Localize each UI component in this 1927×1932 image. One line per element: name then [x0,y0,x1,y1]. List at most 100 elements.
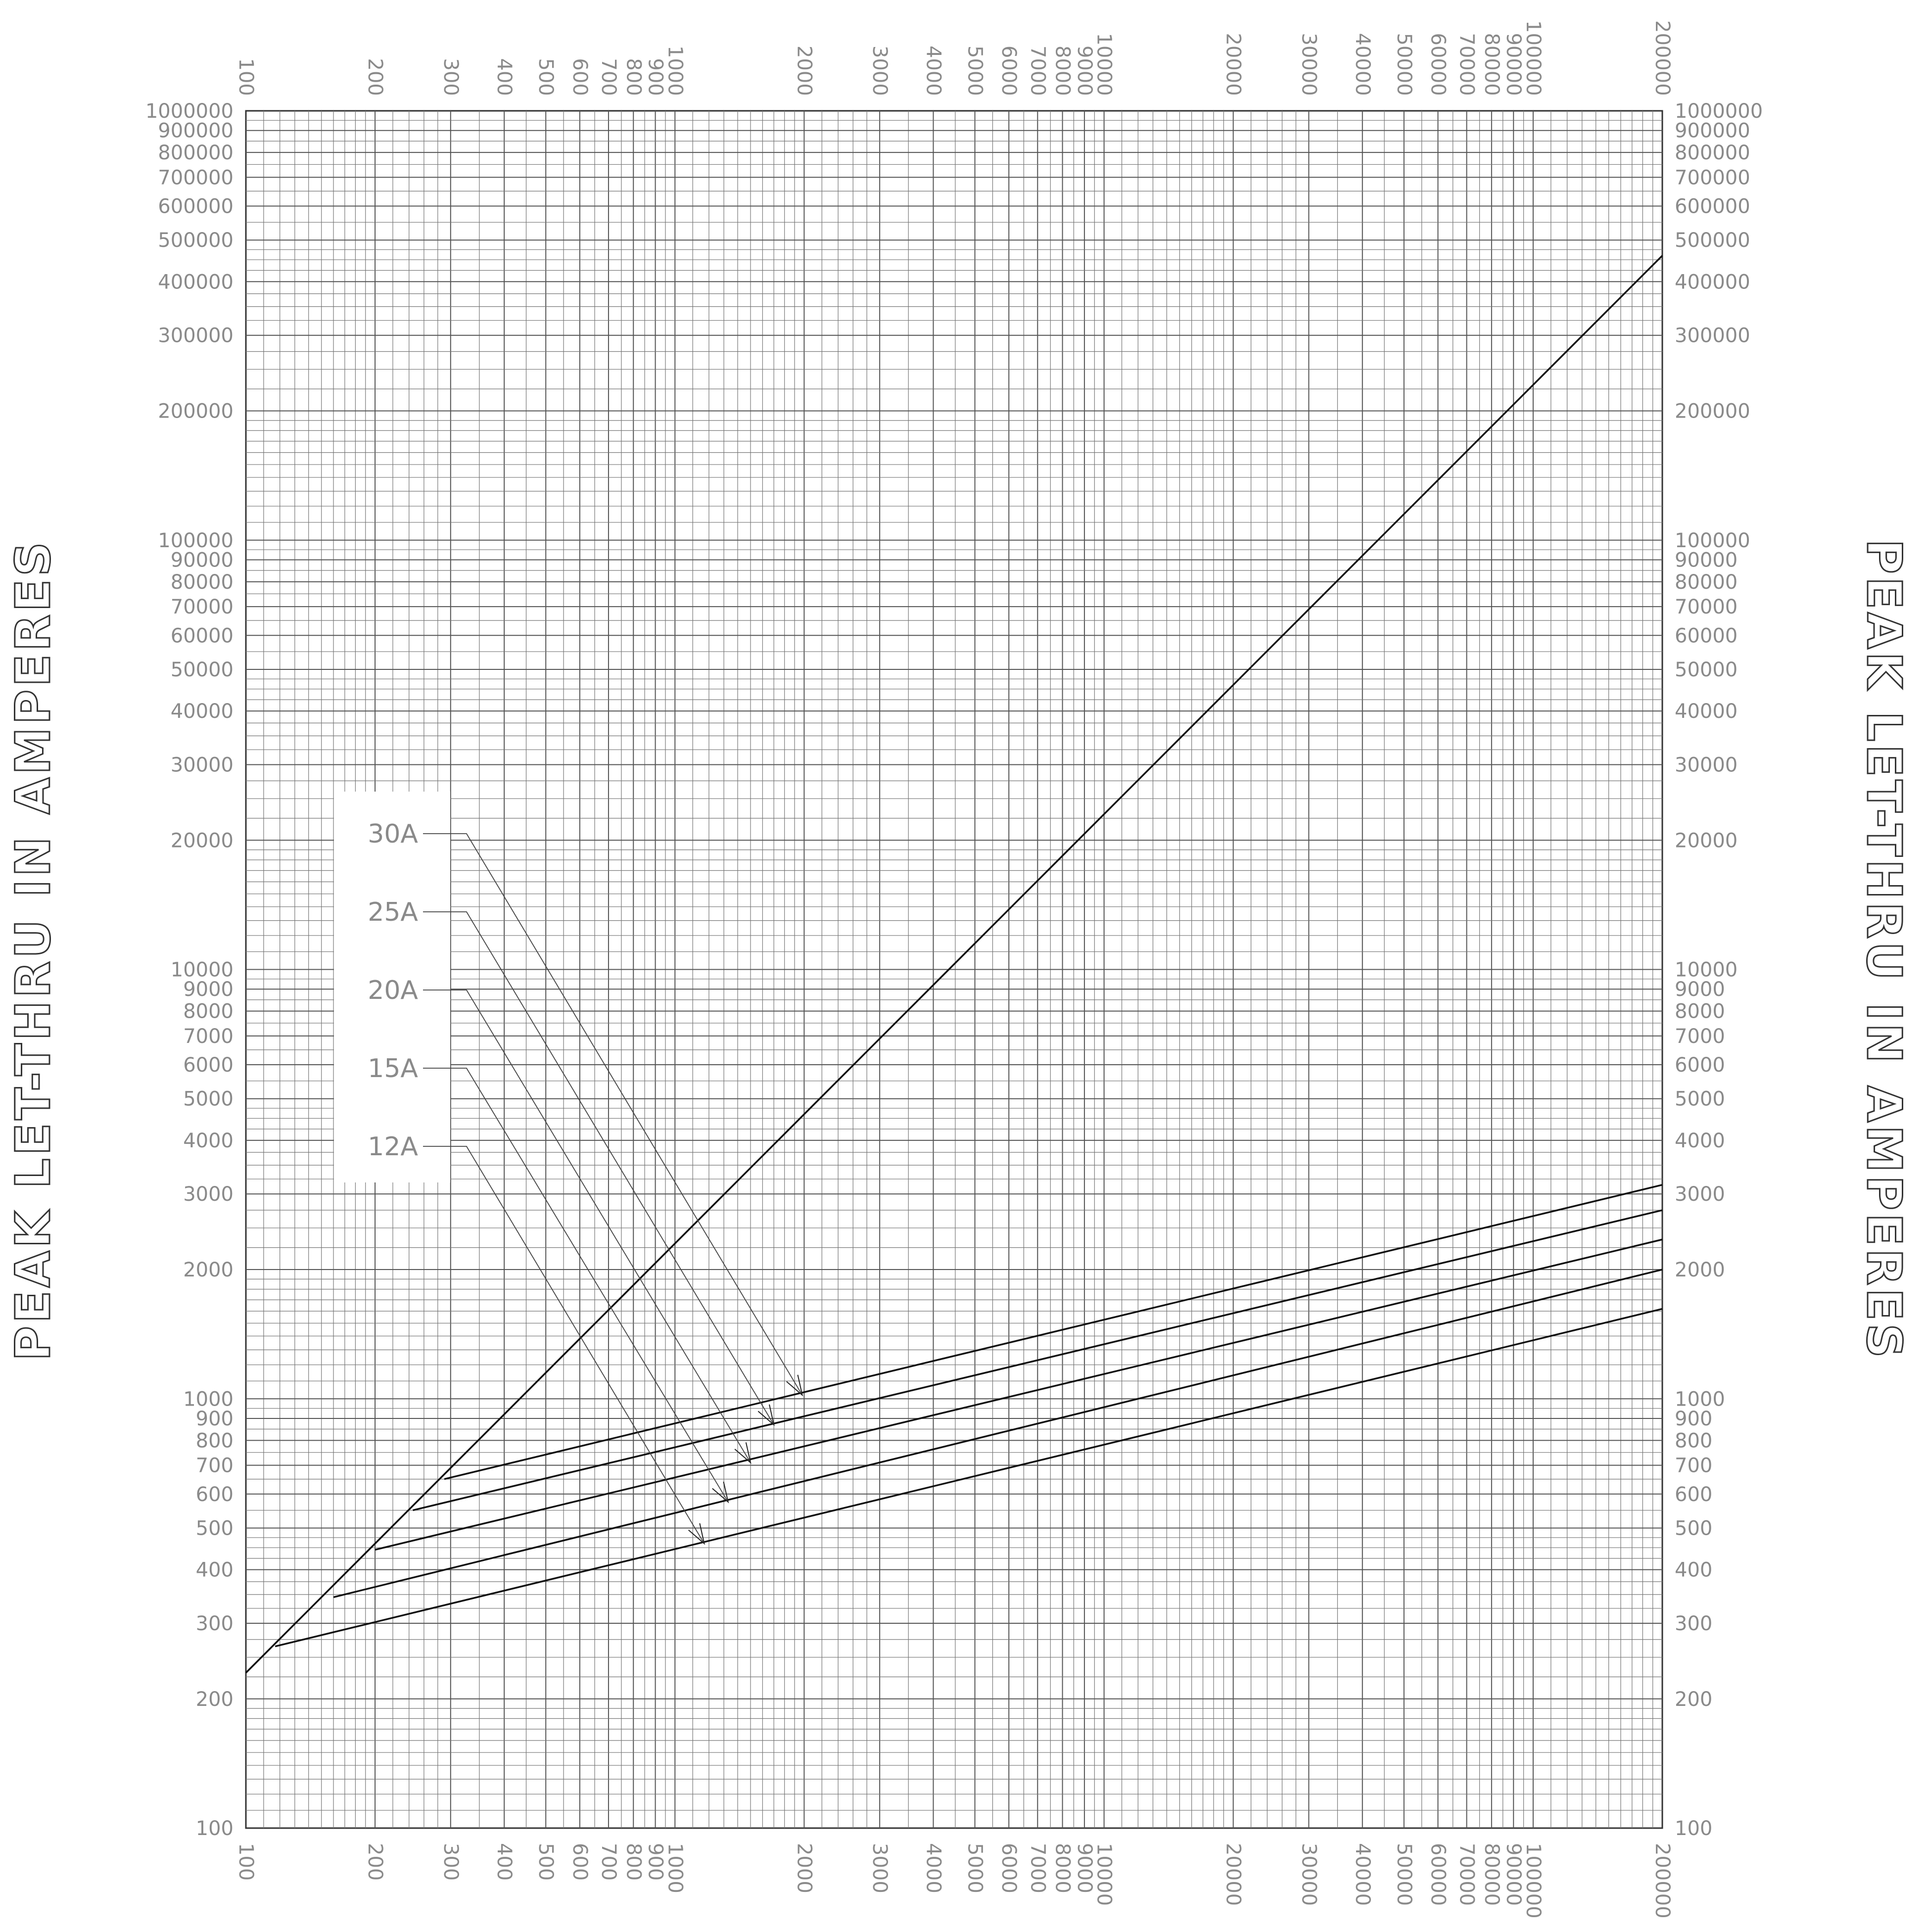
y-tick-label-right: 800000 [1675,141,1750,164]
y-tick-label-right: 8000 [1675,1000,1725,1023]
x-tick-label-bottom: 40000 [1351,1843,1374,1906]
y-tick-label-right: 300 [1675,1612,1712,1635]
y-tick-label-left: 30000 [171,754,234,776]
annotations: 30A 25A 20A 15A 12A [368,819,803,1545]
x-tick-label-top: 900 [644,58,667,96]
series-line-12a [275,1308,1663,1648]
x-tick-label-top: 300 [439,58,462,96]
leader-line-30a [423,833,803,1396]
x-tick-label-top: 50000 [1393,33,1415,96]
y-tick-label-right: 400 [1675,1559,1712,1582]
leader-arrowhead-12a [688,1523,705,1545]
x-tick-label-bottom: 80000 [1480,1843,1503,1906]
y-tick-label-right: 70000 [1675,596,1738,618]
y-tick-label-left: 100 [196,1817,234,1840]
x-tick-label-top: 800 [622,58,645,96]
x-tick-label-bottom: 30000 [1297,1843,1320,1906]
x-tick-label-top: 100000 [1522,20,1545,96]
x-tick-label-top: 400 [493,58,516,96]
x-tick-label-top: 30000 [1297,33,1320,96]
y-axis-label-left: PEAK LET-THRU IN AMPERES [5,539,61,1361]
legend [334,792,450,1182]
y-tick-label-right: 5000 [1675,1088,1725,1111]
y-tick-label-left: 100000 [158,529,234,552]
y-tick-label-left: 80000 [171,571,234,594]
x-tick-label-bottom: 5000 [964,1843,987,1893]
series-label-15a: 15A [368,1054,418,1084]
y-tick-label-left: 7000 [183,1025,234,1048]
y-tick-label-left: 10000 [171,959,234,982]
y-tick-label-left: 900000 [158,120,234,142]
y-tick-label-left: 20000 [171,829,234,852]
x-tick-label-bottom: 300 [439,1843,462,1881]
y-tick-label-left: 500 [196,1517,234,1540]
leader-arrowhead-15a [712,1481,729,1504]
x-tick-label-bottom: 200 [364,1843,386,1881]
x-tick-label-top: 100 [235,58,257,96]
y-tick-label-left: 400000 [158,271,234,293]
series-line-30a [444,1184,1663,1480]
y-tick-label-right: 2000 [1675,1259,1725,1281]
y-tick-label-right: 6000 [1675,1054,1725,1077]
y-axis-label-right: PEAK LET-THRU IN AMPERES [1856,539,1912,1361]
x-tick-label-bottom: 700 [597,1843,620,1881]
x-tick-label-top: 90000 [1502,33,1525,96]
y-tick-label-right: 40000 [1675,700,1738,723]
y-tick-label-left: 6000 [183,1054,234,1077]
y-tick-label-right: 1000000 [1675,100,1763,123]
leader-arrowhead-25a [757,1404,775,1426]
y-tick-label-right: 1000 [1675,1388,1725,1411]
y-tick-label-left: 60000 [171,624,234,647]
x-tick-label-top: 5000 [964,46,987,96]
leader-arrowhead-20a [734,1442,752,1464]
y-tick-label-left: 3000 [183,1183,234,1206]
x-tick-label-top: 7000 [1026,46,1049,96]
x-tick-label-bottom: 3000 [868,1843,891,1893]
y-tick-label-left: 800 [196,1429,234,1452]
y-tick-label-right: 50000 [1675,659,1738,681]
y-tick-label-right: 9000 [1675,978,1725,1001]
x-tick-label-top: 20000 [1222,33,1245,96]
x-tick-label-bottom: 400 [493,1843,516,1881]
x-tick-label-top: 70000 [1456,33,1478,96]
x-tick-label-bottom: 900 [644,1843,667,1881]
series-label-12a: 12A [368,1132,418,1162]
y-tick-label-left: 5000 [183,1088,234,1111]
y-tick-label-left: 2000 [183,1259,234,1281]
y-tick-label-left: 50000 [171,659,234,681]
x-tick-label-bottom: 1000 [663,1843,686,1893]
x-tick-label-top: 8000 [1051,46,1074,96]
series-line-15a [333,1269,1663,1599]
y-tick-label-left: 90000 [171,549,234,571]
y-tick-label-right: 60000 [1675,624,1738,647]
leader-line-20a [423,990,751,1463]
y-tick-label-left: 300000 [158,325,234,347]
y-tick-label-left: 800000 [158,141,234,164]
y-tick-label-left: 200 [196,1688,234,1711]
leader-arrowhead-30a [786,1374,803,1397]
grid [245,110,1663,1829]
x-tick-label-bottom: 100 [235,1843,257,1881]
y-tick-label-left: 9000 [183,978,234,1001]
y-tick-label-right: 200 [1675,1688,1712,1711]
x-tick-label-top: 600 [568,58,591,96]
x-tick-label-top: 500 [534,58,557,96]
x-tick-label-top: 3000 [868,46,891,96]
x-tick-label-top: 80000 [1480,33,1503,96]
series-line-25a [413,1209,1663,1511]
y-tick-label-left: 600000 [158,195,234,218]
y-tick-label-left: 70000 [171,596,234,618]
series-line-20a [375,1238,1663,1551]
x-tick-label-bottom: 70000 [1456,1843,1478,1906]
x-tick-label-bottom: 100000 [1522,1843,1545,1919]
x-tick-label-top: 9000 [1073,46,1096,96]
y-tick-label-left: 1000000 [145,100,234,123]
x-tick-label-top: 200 [364,58,386,96]
x-tick-label-bottom: 60000 [1427,1843,1450,1906]
x-tick-label-top: 2000 [793,46,815,96]
x-tick-label-top: 1000 [663,46,686,96]
x-tick-label-top: 40000 [1351,33,1374,96]
x-tick-label-bottom: 10000 [1093,1843,1116,1906]
y-tick-label-right: 7000 [1675,1025,1725,1048]
